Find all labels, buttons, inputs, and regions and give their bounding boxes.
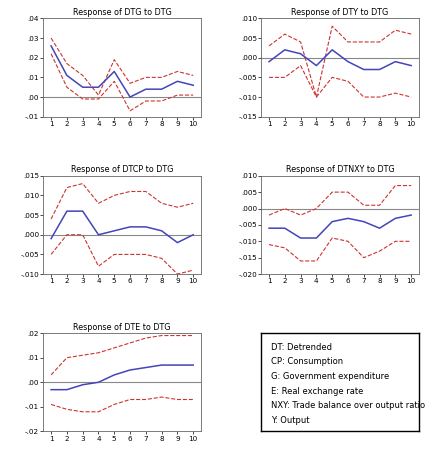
Text: Y: Output: Y: Output [270, 416, 309, 425]
Text: E: Real exchange rate: E: Real exchange rate [270, 386, 363, 396]
Title: Response of DTG to DTG: Response of DTG to DTG [73, 8, 172, 17]
Text: CP: Consumption: CP: Consumption [270, 358, 343, 366]
Text: G: Government expenditure: G: Government expenditure [270, 372, 389, 381]
Text: DT: Detrended: DT: Detrended [270, 343, 332, 352]
Text: NXY: Trade balance over output ratio: NXY: Trade balance over output ratio [270, 401, 425, 410]
Title: Response of DTCP to DTG: Response of DTCP to DTG [71, 165, 173, 174]
Title: Response of DTY to DTG: Response of DTY to DTG [292, 8, 389, 17]
Title: Response of DTNXY to DTG: Response of DTNXY to DTG [286, 165, 394, 174]
Title: Response of DTE to DTG: Response of DTE to DTG [73, 323, 171, 332]
